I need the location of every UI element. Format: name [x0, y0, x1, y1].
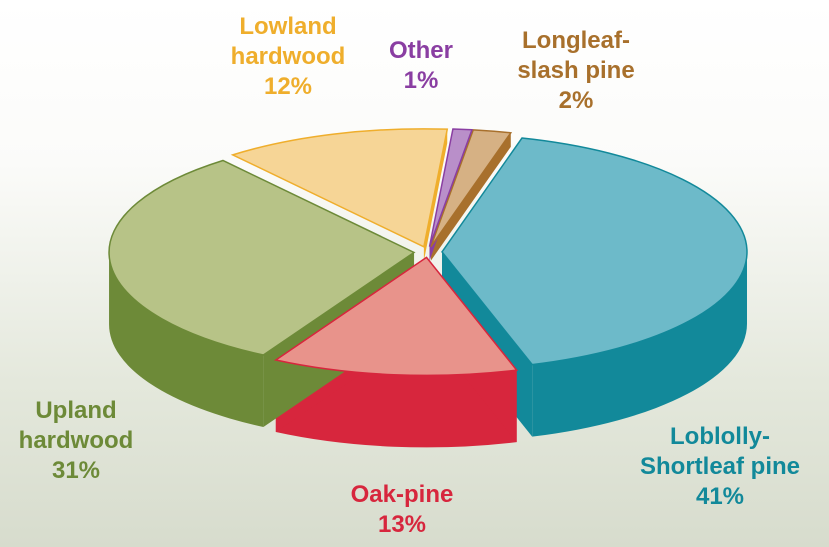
value-label: 1%	[403, 67, 439, 94]
category-name: Upland hardwood	[18, 397, 134, 454]
value-label: 13%	[377, 511, 427, 538]
slice-top	[230, 128, 449, 248]
value-label: 2%	[558, 87, 594, 114]
value-label: 31%	[51, 457, 101, 484]
slice-top	[273, 256, 519, 377]
slice-top	[430, 129, 513, 248]
slice-side	[532, 251, 747, 437]
slice-side	[109, 252, 264, 428]
slice-top	[108, 159, 416, 356]
slice-cut	[430, 132, 511, 261]
value-label: 41%	[695, 483, 745, 510]
value-label: 12%	[263, 73, 313, 100]
slice-label: Upland hardwood 31%	[1, 396, 151, 486]
slice-top	[428, 128, 474, 247]
slice-label: Other 1%	[381, 36, 461, 96]
slice-label: Loblolly-Shortleaf pine 41%	[620, 422, 820, 512]
category-name: Loblolly-Shortleaf pine	[639, 423, 801, 480]
category-name: Longleaf-slash pine	[517, 27, 635, 84]
slice-label: Oak-pine 13%	[322, 480, 482, 540]
category-name: Other	[388, 37, 453, 64]
category-name: Oak-pine	[350, 481, 454, 508]
category-name: Lowland hardwood	[230, 13, 346, 70]
slice-label: Longleaf-slash pine 2%	[501, 26, 651, 116]
slice-top	[441, 137, 748, 366]
slice-label: Lowland hardwood 12%	[213, 12, 363, 102]
